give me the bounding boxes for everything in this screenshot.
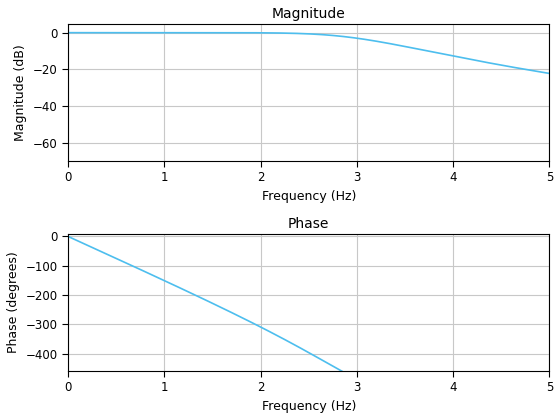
Title: Magnitude: Magnitude — [272, 7, 346, 21]
X-axis label: Frequency (Hz): Frequency (Hz) — [262, 190, 356, 203]
Y-axis label: Phase (degrees): Phase (degrees) — [7, 252, 20, 353]
Y-axis label: Magnitude (dB): Magnitude (dB) — [15, 44, 27, 141]
Title: Phase: Phase — [288, 217, 329, 231]
X-axis label: Frequency (Hz): Frequency (Hz) — [262, 400, 356, 413]
